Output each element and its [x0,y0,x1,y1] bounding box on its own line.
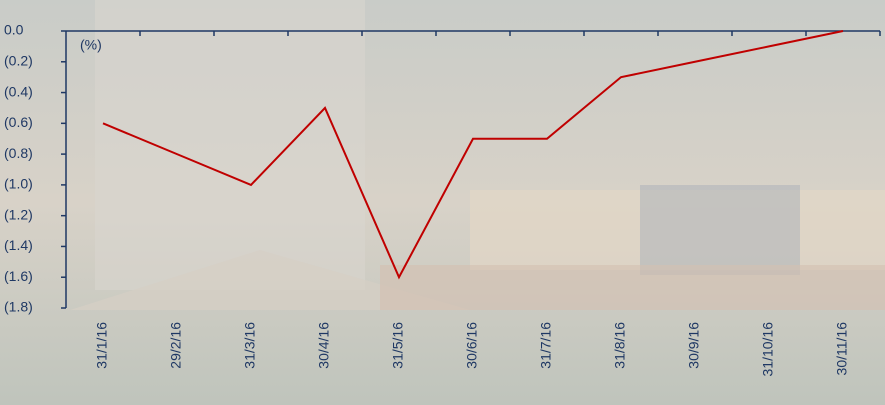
y-tick-label: (0.8) [4,145,33,161]
x-tick-label: 30/11/16 [834,322,850,376]
building [640,185,800,275]
x-tick-label: 31/5/16 [390,322,406,369]
y-tick-label: (1.6) [4,268,33,284]
x-tick-label: 31/10/16 [760,322,776,377]
x-tick-label: 31/1/16 [94,322,110,369]
x-tick-label: 30/9/16 [686,322,702,369]
x-tick-label: 31/7/16 [538,322,554,369]
unit-label: (%) [80,37,102,53]
y-tick-label: (1.4) [4,237,33,253]
y-tick-label: (1.0) [4,176,33,192]
y-tick-label: (1.2) [4,206,33,222]
y-tick-label: (0.4) [4,83,33,99]
x-tick-label: 29/2/16 [168,322,184,369]
building [95,0,365,290]
roof [70,250,470,310]
y-tick-label: 0.0 [4,22,24,38]
y-tick-label: (1.8) [4,299,33,315]
x-tick-label: 30/4/16 [316,322,332,369]
y-tick-label: (0.6) [4,114,33,130]
data-line [102,30,844,280]
x-tick-label: 31/3/16 [242,322,258,369]
y-tick-label: (0.2) [4,52,33,68]
x-tick-label: 31/8/16 [612,322,628,369]
roof [380,265,885,310]
x-tick-label: 30/6/16 [464,322,480,369]
